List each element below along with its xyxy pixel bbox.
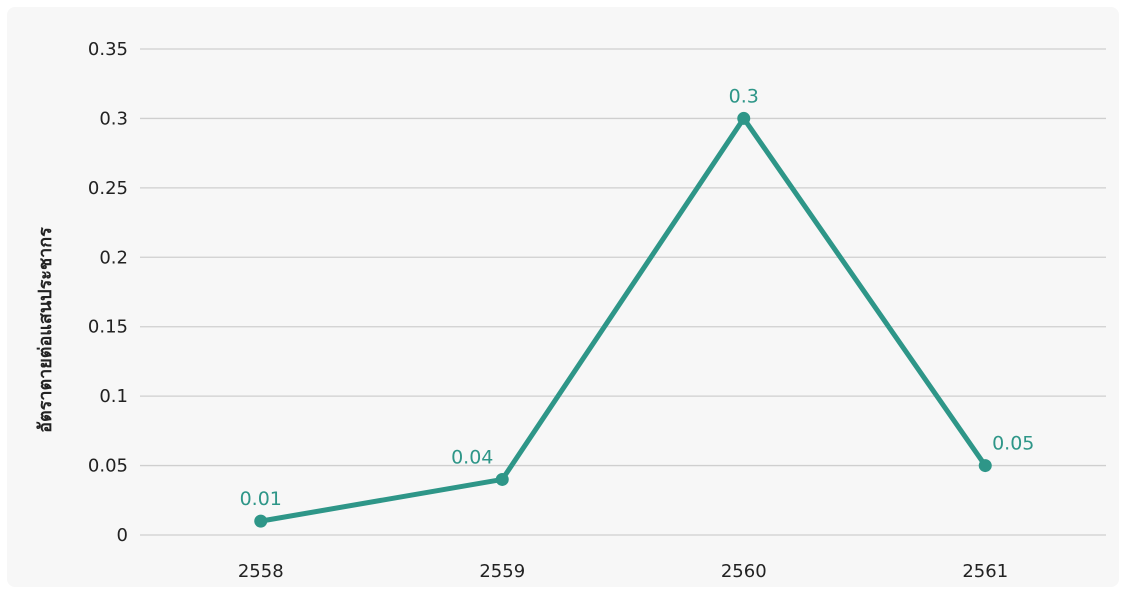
data-point <box>978 459 992 473</box>
data-label: 0.01 <box>240 488 282 510</box>
y-tick-label: 0 <box>117 525 128 546</box>
series-line-layer <box>258 115 988 524</box>
x-tick-label: 2559 <box>479 561 525 582</box>
y-tick-label: 0.2 <box>99 247 128 268</box>
y-tick-labels: 0 0.05 0.1 0.15 0.2 0.25 0.3 0.35 <box>88 39 128 546</box>
data-labels: 0.01 0.04 0.3 0.05 <box>240 85 1035 510</box>
data-label: 0.3 <box>729 85 759 107</box>
x-tick-label: 2560 <box>721 561 767 582</box>
y-axis-title: อัตราตายต่อแสนประชากร <box>35 227 56 433</box>
y-tick-label: 0.15 <box>88 317 128 338</box>
data-label: 0.04 <box>451 446 493 468</box>
y-tick-label: 0.35 <box>88 39 128 60</box>
y-tick-label: 0.05 <box>88 456 128 477</box>
y-tick-label: 0.3 <box>99 108 128 129</box>
series-line <box>258 115 988 524</box>
y-tick-label: 0.25 <box>88 178 128 199</box>
data-point <box>495 472 509 486</box>
chart-panel <box>7 7 1119 587</box>
data-points <box>254 111 992 528</box>
data-point <box>254 514 268 528</box>
x-tick-label: 2558 <box>238 561 284 582</box>
x-tick-labels: 2558 2559 2560 2561 <box>238 561 1008 582</box>
data-point <box>737 111 751 125</box>
x-tick-label: 2561 <box>962 561 1008 582</box>
gridlines <box>140 48 1106 536</box>
y-tick-label: 0.1 <box>99 386 128 407</box>
data-label: 0.05 <box>992 433 1034 455</box>
